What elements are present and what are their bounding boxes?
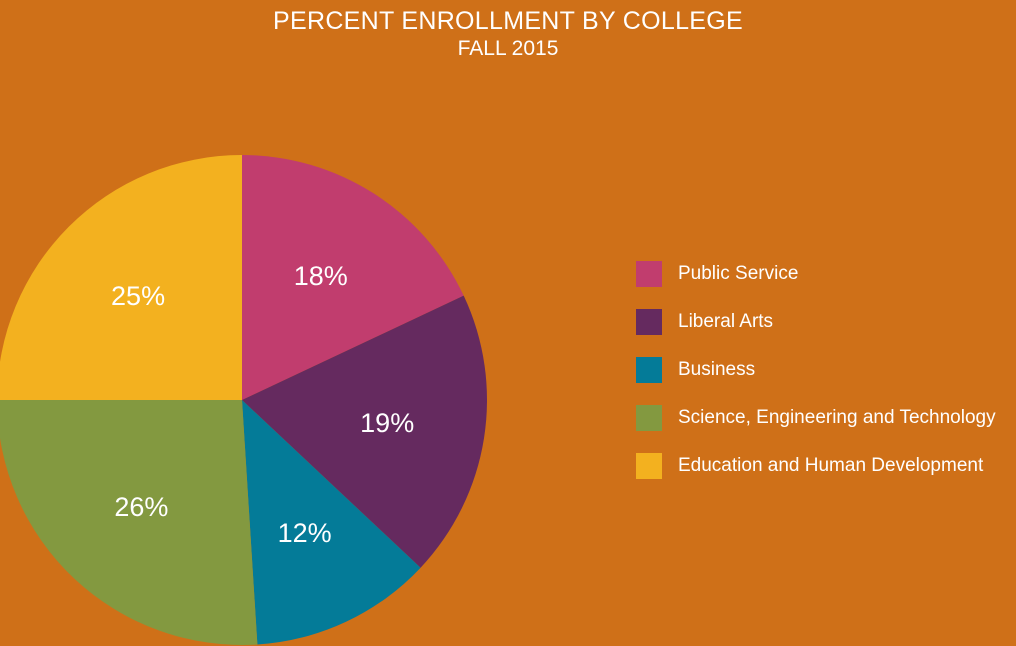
legend-label: Public Service bbox=[678, 263, 799, 284]
pie-slice-business bbox=[242, 400, 421, 645]
legend-swatch bbox=[636, 357, 662, 383]
chart-subtitle: FALL 2015 bbox=[457, 37, 559, 60]
legend-swatch bbox=[636, 309, 662, 335]
legend-item-liberal-arts: Liberal Arts bbox=[636, 298, 996, 346]
data-label-liberal-arts: 19% bbox=[360, 408, 414, 438]
data-label-education-and-human-development: 25% bbox=[111, 281, 165, 311]
legend-item-education-and-human-development: Education and Human Development bbox=[636, 442, 996, 490]
pie-slice-public-service bbox=[242, 155, 464, 400]
legend-item-public-service: Public Service bbox=[636, 250, 996, 298]
legend-item-business: Business bbox=[636, 346, 996, 394]
data-label-public-service: 18% bbox=[294, 261, 348, 291]
legend-label: Science, Engineering and Technology bbox=[678, 407, 996, 428]
legend-label: Business bbox=[678, 359, 756, 380]
data-label-science-engineering-and-technology: 26% bbox=[114, 492, 168, 522]
legend-label: Liberal Arts bbox=[678, 311, 774, 332]
pie-slice-education-and-human-development bbox=[0, 155, 242, 400]
legend-swatch bbox=[636, 453, 662, 479]
legend-item-science-engineering-and-technology: Science, Engineering and Technology bbox=[636, 394, 996, 442]
data-label-business: 12% bbox=[278, 518, 332, 548]
chart-legend: Public Service Liberal Arts Business Scienc… bbox=[636, 250, 996, 490]
pie-slice-science-engineering-and-technology bbox=[0, 400, 258, 645]
legend-swatch bbox=[636, 261, 662, 287]
legend-swatch bbox=[636, 405, 662, 431]
pie-slice-liberal-arts bbox=[242, 295, 488, 568]
legend-label: Education and Human Development bbox=[678, 455, 984, 476]
chart-title: PERCENT ENROLLMENT BY COLLEGE bbox=[273, 7, 743, 35]
